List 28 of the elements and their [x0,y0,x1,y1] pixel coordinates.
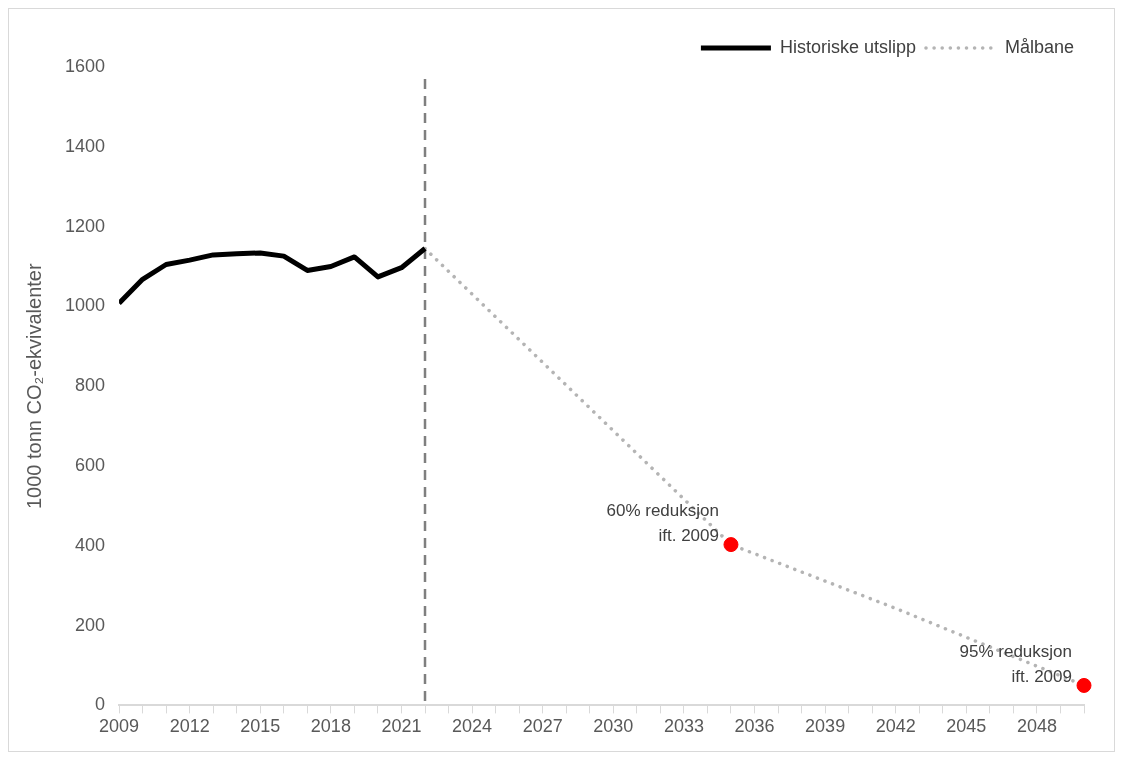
x-tick-label: 2048 [1016,716,1057,737]
x-tick-label: 2039 [805,716,846,737]
y-tick-label: 400 [75,534,106,555]
y-tick-label: 0 [95,694,106,715]
x-tick-label: 2033 [663,716,704,737]
x-tick-label: 2045 [946,716,987,737]
annotation: 60% reduksjon ift. 2009 [606,501,719,546]
x-tick-label: 2030 [593,716,634,737]
y-tick-label: 1200 [65,215,106,236]
annotation: 95% reduksjon ift. 2009 [959,642,1072,687]
y-axis-title: 1000 tonn CO₂-ekvivalenter [22,263,45,510]
legend-label: Historiske utslipp [779,36,916,57]
x-tick-label: 2018 [310,716,351,737]
x-tick-label: 2021 [381,716,422,737]
y-tick-label: 800 [75,375,106,396]
y-tick-label: 1600 [65,55,106,76]
y-tick-label: 600 [75,454,106,475]
x-tick-label: 2036 [734,716,775,737]
x-tick-label: 2009 [99,716,140,737]
y-tick-label: 1400 [65,135,106,156]
x-tick-label: 2024 [452,716,493,737]
legend-label: Målbane [1004,36,1074,57]
x-tick-label: 2027 [522,716,563,737]
x-tick-label: 2012 [169,716,210,737]
y-tick-label: 1000 [65,295,106,316]
y-tick-label: 200 [75,614,106,635]
x-tick-label: 2015 [240,716,281,737]
x-tick-label: 2042 [875,716,916,737]
